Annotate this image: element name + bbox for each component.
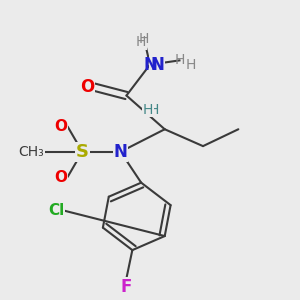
Text: O: O [55, 119, 68, 134]
Text: N: N [150, 56, 164, 74]
Text: H: H [142, 103, 153, 117]
Text: N: N [143, 56, 157, 74]
Text: S: S [76, 143, 89, 161]
Text: H: H [139, 32, 149, 46]
Text: N: N [114, 143, 128, 161]
Text: H: H [185, 58, 196, 72]
Text: H: H [136, 35, 146, 49]
Text: O: O [80, 78, 94, 96]
Text: H: H [174, 53, 184, 68]
Text: O: O [55, 169, 68, 184]
Text: Cl: Cl [48, 203, 64, 218]
Text: CH₃: CH₃ [18, 145, 44, 159]
Text: F: F [121, 278, 132, 296]
Text: H: H [148, 103, 159, 117]
